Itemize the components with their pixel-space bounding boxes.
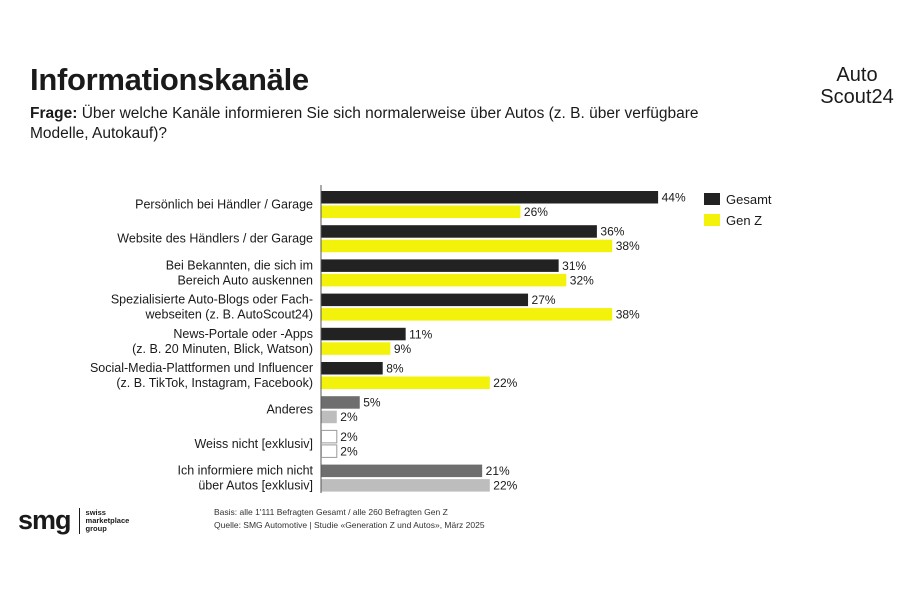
bar-gen-z [321,410,337,424]
legend-swatch [704,214,720,226]
value-label-gen-z: 38% [616,239,640,253]
bar-gesamt [321,429,338,444]
category-label: Bereich Auto auskennen [177,273,313,287]
value-label-gesamt: 2% [340,430,358,444]
autoscout24-logo: Auto Scout24 [812,64,902,108]
smg-logo-divider [78,507,80,534]
bar-gesamt [321,293,529,307]
basis-note: Basis: alle 1'111 Befragten Gesamt / all… [214,507,448,517]
bar-gen-z [321,239,613,253]
category-label: webseiten (z. B. AutoScout24) [145,308,313,322]
value-label-gesamt: 36% [600,225,624,239]
bar-gesamt [321,225,597,238]
legend-swatch [704,193,720,205]
legend-label: Gen Z [726,213,762,228]
bar-gesamt [321,396,360,409]
bar-gen-z [321,376,490,389]
bar-gen-z [321,342,391,355]
smg-sub-line-3: group [85,523,107,533]
bar-gen-z [321,273,567,287]
bar-gesamt [321,362,383,375]
value-label-gen-z: 9% [394,342,412,356]
category-label: Spezialisierte Auto-Blogs oder Fach- [111,293,313,307]
category-label: (z. B. TikTok, Instagram, Facebook) [116,376,313,390]
category-label: Website des Händlers / der Garage [117,232,313,246]
value-label-gen-z: 2% [340,410,358,424]
bar-gen-z [321,479,490,492]
value-label-gen-z: 26% [524,205,548,219]
value-label-gesamt: 5% [363,396,381,410]
category-label: Anderes [266,403,313,417]
bar-gesamt [321,464,483,478]
value-label-gesamt: 31% [562,259,586,273]
value-label-gen-z: 32% [570,273,594,287]
value-label-gesamt: 11% [409,327,432,341]
bar-gesamt [321,259,559,272]
question-text: Über welche Kanäle informieren Sie sich … [30,105,699,142]
legend-label: Gesamt [726,192,772,207]
value-label-gesamt: 44% [662,191,686,205]
value-label-gen-z: 22% [493,479,517,493]
category-label: Bei Bekannten, die sich im [166,258,313,272]
footnotes: Basis: alle 1'111 Befragten Gesamt / all… [214,506,485,532]
value-label-gesamt: 27% [532,293,556,307]
category-label: Ich informiere mich nicht [178,464,314,478]
smg-sub-line-1: swiss [85,507,106,517]
survey-question: Frage: Über welche Kanäle informieren Si… [30,104,760,144]
category-label: über Autos [exklusiv] [198,479,313,493]
bar-gen-z [321,444,338,458]
category-label: News-Portale oder -Apps [173,327,313,341]
brand-line-1: Auto [836,64,878,86]
smg-sub-line-2: marketplace [85,515,130,525]
value-label-gen-z: 22% [493,376,517,390]
brand-line-2: Scout24 [820,86,894,108]
category-label: Weiss nicht [exklusiv] [194,437,313,451]
value-label-gen-z: 38% [616,308,640,322]
value-label-gesamt: 21% [486,464,510,478]
value-label-gesamt: 8% [386,362,404,376]
bar-gen-z [321,205,521,218]
bar-gen-z [321,308,613,321]
bar-gesamt [321,327,406,341]
category-label: Persönlich bei Händler / Garage [135,198,313,212]
smg-logo: smg swiss marketplace group [18,507,129,534]
smg-logo-mark: smg [18,505,72,535]
category-label: Social-Media-Plattformen und Influencer [90,361,313,375]
value-label-gen-z: 2% [340,444,358,458]
source-note: Quelle: SMG Automotive | Studie «Generat… [214,520,485,530]
question-prefix: Frage: [30,105,78,122]
smg-logo-subtitle: swiss marketplace group [85,507,130,533]
page-title: Informationskanäle [30,62,309,97]
category-label: (z. B. 20 Minuten, Blick, Watson) [132,342,313,356]
bar-gesamt [321,191,659,204]
